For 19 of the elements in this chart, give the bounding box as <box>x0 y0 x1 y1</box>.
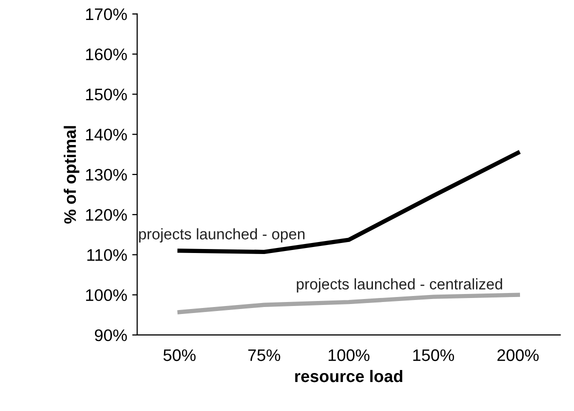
y-tick-label: 120% <box>86 208 127 221</box>
line-series <box>177 292 520 314</box>
x-axis-title: resource load <box>295 370 402 382</box>
x-tick-label: 150% <box>413 349 454 362</box>
y-tick-label: 130% <box>86 168 127 181</box>
y-axis-title: % of optimal <box>64 126 80 224</box>
series-label: projects launched - centralized <box>296 278 502 293</box>
x-tick-label: 75% <box>248 349 280 362</box>
y-tick-label: 140% <box>86 128 127 141</box>
x-tick-label: 200% <box>497 349 539 362</box>
x-tick-label: 50% <box>163 349 196 362</box>
y-tick-label: 110% <box>87 249 127 261</box>
y-tick-label: 160% <box>86 48 127 60</box>
y-tick-label: 100% <box>86 289 127 302</box>
y-tick-label: 90% <box>94 329 127 342</box>
y-tick-label: 170% <box>86 8 127 20</box>
x-tick-label: 100% <box>328 349 370 362</box>
y-tick-label: 150% <box>86 88 127 100</box>
series-label: projects launched - open <box>139 228 304 242</box>
